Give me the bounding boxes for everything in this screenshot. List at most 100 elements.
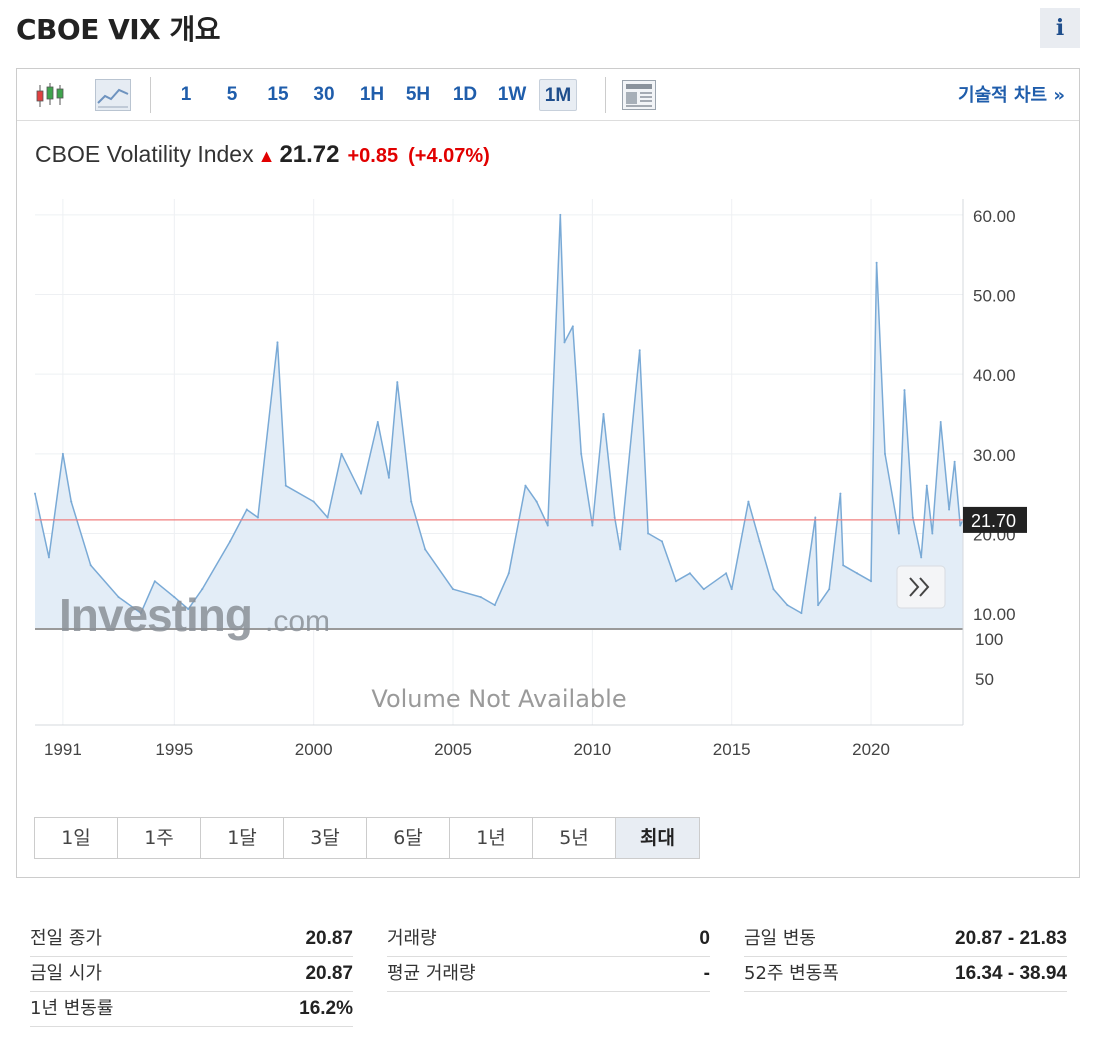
stat-row: 금일 시가 20.87 xyxy=(30,957,353,992)
data-point xyxy=(173,596,176,599)
instrument-name: CBOE Volatility Index xyxy=(35,141,254,167)
toolbar-separator xyxy=(605,77,606,113)
data-point xyxy=(839,492,842,495)
data-point xyxy=(638,349,641,352)
volume-not-available: Volume Not Available xyxy=(371,685,626,713)
data-point xyxy=(939,420,942,423)
price-change-percent: (+4.07%) xyxy=(408,145,490,167)
chart-toolbar: 1 5 15 30 1H 5H 1D 1W 1M 기술적 차트 » xyxy=(17,69,1079,121)
page-title: CBOE VIX 개요 xyxy=(16,13,221,46)
toolbar-separator xyxy=(150,77,151,113)
data-point xyxy=(814,516,817,519)
stats-column-2: 거래량 0 평균 거래량 - xyxy=(387,922,710,992)
range-1-year[interactable]: 1년 xyxy=(450,818,533,858)
stat-value: 20.87 - 21.83 xyxy=(955,928,1067,949)
y-tick-label: 30.00 xyxy=(973,446,1016,465)
range-1-month[interactable]: 1달 xyxy=(201,818,284,858)
data-point xyxy=(661,540,664,543)
data-point xyxy=(948,508,951,511)
data-point xyxy=(897,532,900,535)
stat-label: 전일 종가 xyxy=(30,928,102,949)
data-point xyxy=(312,500,315,503)
interval-5h[interactable]: 5H xyxy=(405,84,431,105)
data-point xyxy=(883,452,886,455)
price-chart[interactable]: 60.0050.0040.0030.0020.0010.0021.7010050… xyxy=(17,69,1079,809)
range-5-year[interactable]: 5년 xyxy=(533,818,616,858)
stat-row: 전일 종가 20.87 xyxy=(30,922,353,957)
data-point xyxy=(688,572,691,575)
data-point xyxy=(842,564,845,567)
news-layout-icon[interactable] xyxy=(621,79,657,111)
range-1-week[interactable]: 1주 xyxy=(118,818,201,858)
y-tick-label: 40.00 xyxy=(973,366,1016,385)
x-tick-label: 1995 xyxy=(155,740,193,759)
interval-1m[interactable]: 1M xyxy=(539,79,577,111)
scroll-right-button[interactable] xyxy=(896,565,946,609)
area-chart-icon[interactable] xyxy=(95,79,131,111)
data-point xyxy=(89,564,92,567)
data-point xyxy=(387,476,390,479)
data-point xyxy=(580,452,583,455)
data-point xyxy=(326,516,329,519)
interval-1d[interactable]: 1D xyxy=(452,84,478,105)
data-point xyxy=(953,460,956,463)
data-point xyxy=(870,580,873,583)
interval-1h[interactable]: 1H xyxy=(359,84,385,105)
stat-value: 16.2% xyxy=(299,998,353,1019)
data-point xyxy=(702,588,705,591)
data-point xyxy=(256,516,259,519)
x-tick-label: 2000 xyxy=(295,740,333,759)
data-point xyxy=(410,500,413,503)
stat-row: 1년 변동률 16.2% xyxy=(30,992,353,1027)
data-point xyxy=(47,556,50,559)
candlestick-icon[interactable] xyxy=(33,79,69,111)
data-point xyxy=(559,213,562,216)
data-point xyxy=(424,548,427,551)
data-point xyxy=(360,492,363,495)
interval-30[interactable]: 30 xyxy=(313,84,335,105)
watermark-suffix: .com xyxy=(265,605,330,638)
price-change: +0.85 xyxy=(347,145,399,167)
up-arrow-icon: ▲ xyxy=(257,146,276,166)
interval-1w[interactable]: 1W xyxy=(497,84,527,105)
stats-column-3: 금일 변동 20.87 - 21.83 52주 변동폭 16.34 - 38.94 xyxy=(744,922,1067,992)
interval-15[interactable]: 15 xyxy=(267,84,289,105)
data-point xyxy=(61,452,64,455)
data-point xyxy=(911,516,914,519)
stat-row: 평균 거래량 - xyxy=(387,957,710,992)
technical-chart-link[interactable]: 기술적 차트 » xyxy=(958,85,1065,106)
data-point xyxy=(493,604,496,607)
series-area xyxy=(35,214,963,629)
data-point xyxy=(396,381,399,384)
data-point xyxy=(786,604,789,607)
data-point xyxy=(276,341,279,344)
data-point xyxy=(800,612,803,615)
x-tick-label: 1991 xyxy=(44,740,82,759)
watermark-logo: Investing xyxy=(59,589,252,641)
data-point xyxy=(817,604,820,607)
double-chevron-right-icon xyxy=(919,577,930,597)
interval-1[interactable]: 1 xyxy=(180,84,192,105)
data-point xyxy=(903,389,906,392)
data-point xyxy=(34,492,36,495)
data-point xyxy=(563,341,566,344)
last-price-tag-label: 21.70 xyxy=(971,511,1016,531)
range-3-month[interactable]: 3달 xyxy=(284,818,367,858)
range-1-day[interactable]: 1일 xyxy=(35,818,118,858)
data-point xyxy=(828,588,831,591)
interval-5[interactable]: 5 xyxy=(226,84,238,105)
last-price-tag xyxy=(963,506,1027,533)
x-tick-label: 2020 xyxy=(852,740,890,759)
stat-label: 금일 변동 xyxy=(744,928,816,949)
range-max[interactable]: 최대 xyxy=(616,818,699,858)
y-tick-label: 10.00 xyxy=(973,605,1016,624)
data-point xyxy=(117,596,120,599)
info-button[interactable]: i xyxy=(1040,8,1080,48)
range-6-month[interactable]: 6달 xyxy=(367,818,450,858)
stat-label: 52주 변동폭 xyxy=(744,963,839,984)
stat-label: 평균 거래량 xyxy=(387,963,476,984)
data-point xyxy=(245,508,248,511)
data-point xyxy=(931,532,934,535)
double-chevron-right-icon xyxy=(909,577,920,597)
stat-label: 1년 변동률 xyxy=(30,998,114,1019)
